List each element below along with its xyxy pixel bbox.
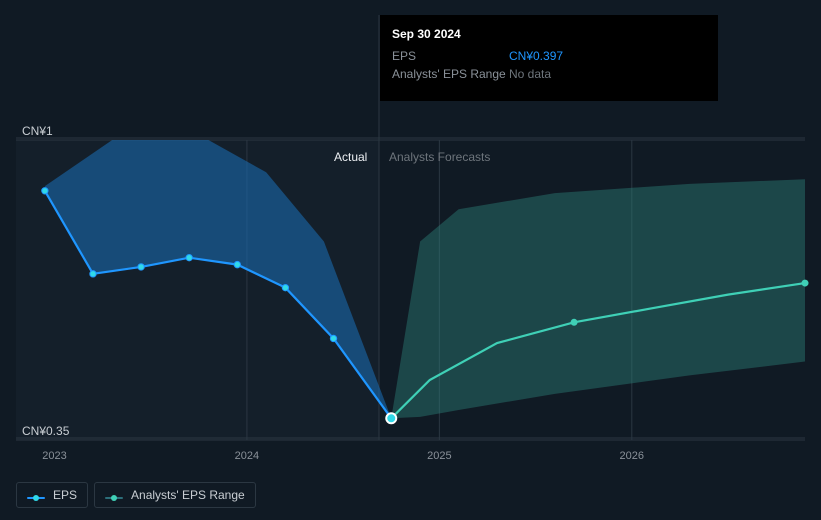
y-axis-label: CN¥1 (22, 124, 53, 138)
legend-swatch-icon (105, 497, 123, 499)
legend-label: EPS (53, 488, 77, 502)
x-axis-label: 2026 (620, 450, 644, 462)
legend: EPS Analysts' EPS Range (16, 482, 256, 508)
panel-label-actual: Actual (334, 150, 367, 164)
panel-label-forecast: Analysts Forecasts (389, 150, 490, 164)
tooltip-row: EPSCN¥0.397 (392, 47, 706, 65)
tooltip-row-value: CN¥0.397 (509, 47, 563, 65)
tooltip-row: Analysts' EPS RangeNo data (392, 65, 706, 83)
chart-tooltip: Sep 30 2024 EPSCN¥0.397Analysts' EPS Ran… (380, 15, 718, 101)
x-axis-label: 2023 (42, 450, 66, 462)
x-axis-label: 2025 (427, 450, 451, 462)
legend-item[interactable]: EPS (16, 482, 88, 508)
eps-forecast-chart: Sep 30 2024 EPSCN¥0.397Analysts' EPS Ran… (0, 0, 821, 520)
y-axis-label: CN¥0.35 (22, 424, 69, 438)
tooltip-row-label: EPS (392, 47, 509, 65)
tooltip-row-value: No data (509, 65, 551, 83)
legend-item[interactable]: Analysts' EPS Range (94, 482, 256, 508)
tooltip-date: Sep 30 2024 (392, 25, 706, 43)
legend-label: Analysts' EPS Range (131, 488, 245, 502)
tooltip-row-label: Analysts' EPS Range (392, 65, 509, 83)
x-axis-label: 2024 (235, 450, 259, 462)
legend-swatch-icon (27, 497, 45, 499)
